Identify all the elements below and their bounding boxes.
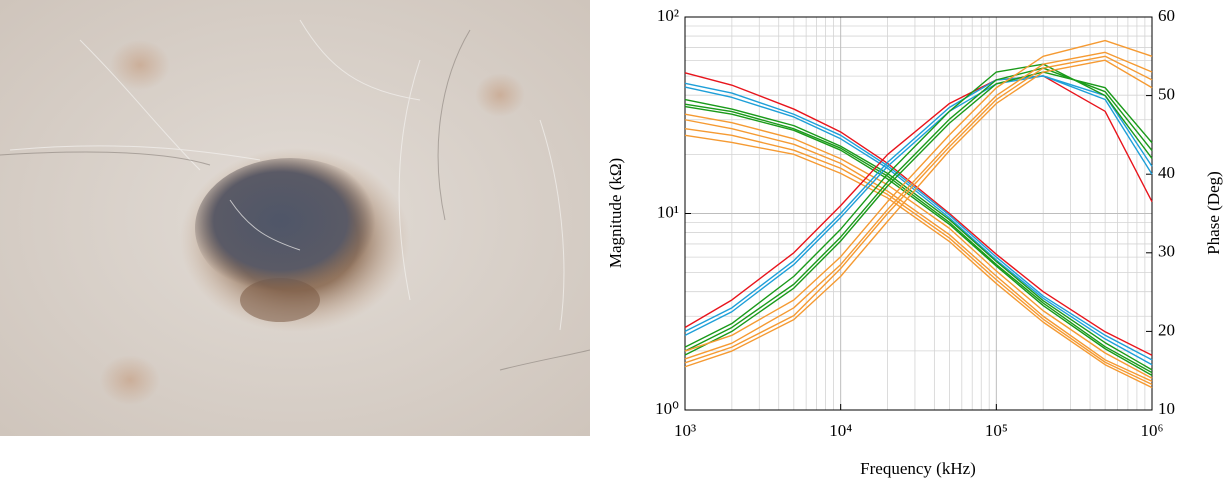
y2-tick-label: 50 [1158, 85, 1175, 104]
series-line [684, 51, 1153, 360]
y2-tick-label: 30 [1158, 242, 1175, 261]
x-tick-label: 10³ [674, 421, 696, 440]
series-line [684, 75, 1153, 333]
series-line [684, 82, 1153, 361]
series-line [684, 128, 1153, 386]
y-tick-label: 10¹ [657, 202, 679, 221]
series-line [684, 103, 1153, 374]
x-axis-label: Frequency (kHz) [860, 459, 976, 478]
y2-tick-label: 20 [1158, 320, 1175, 339]
lesion-photo [0, 0, 590, 436]
series-line [684, 72, 1153, 356]
series-line [684, 63, 1153, 348]
series-line [684, 39, 1153, 352]
series-line [684, 86, 1153, 366]
series-line [684, 98, 1153, 371]
y2-axis-label: Phase (Deg) [1204, 171, 1223, 255]
chart: Frequency (kHz) Magnitude (kΩ) Phase (De… [606, 6, 1223, 478]
series-line [684, 75, 1153, 329]
series-line [684, 105, 1153, 377]
plot-frame [684, 16, 1153, 411]
series-line [684, 71, 1153, 356]
series-line [684, 55, 1153, 364]
series-line [684, 75, 1153, 336]
x-tick-label: 10⁵ [985, 421, 1008, 440]
series-line [684, 59, 1153, 368]
y2-tick-label: 10 [1158, 399, 1175, 418]
series-line [684, 113, 1153, 379]
x-tick-label: 10⁴ [829, 421, 852, 440]
series-line [684, 67, 1153, 352]
x-tick-label: 10⁶ [1141, 421, 1164, 440]
series-line [684, 134, 1153, 389]
y-tick-label: 10² [657, 6, 679, 25]
y-tick-label: 10⁰ [655, 399, 679, 418]
y-axis-label: Magnitude (kΩ) [606, 158, 625, 268]
y2-tick-label: 60 [1158, 6, 1175, 25]
series-line [684, 119, 1153, 382]
y2-tick-label: 40 [1158, 163, 1175, 182]
